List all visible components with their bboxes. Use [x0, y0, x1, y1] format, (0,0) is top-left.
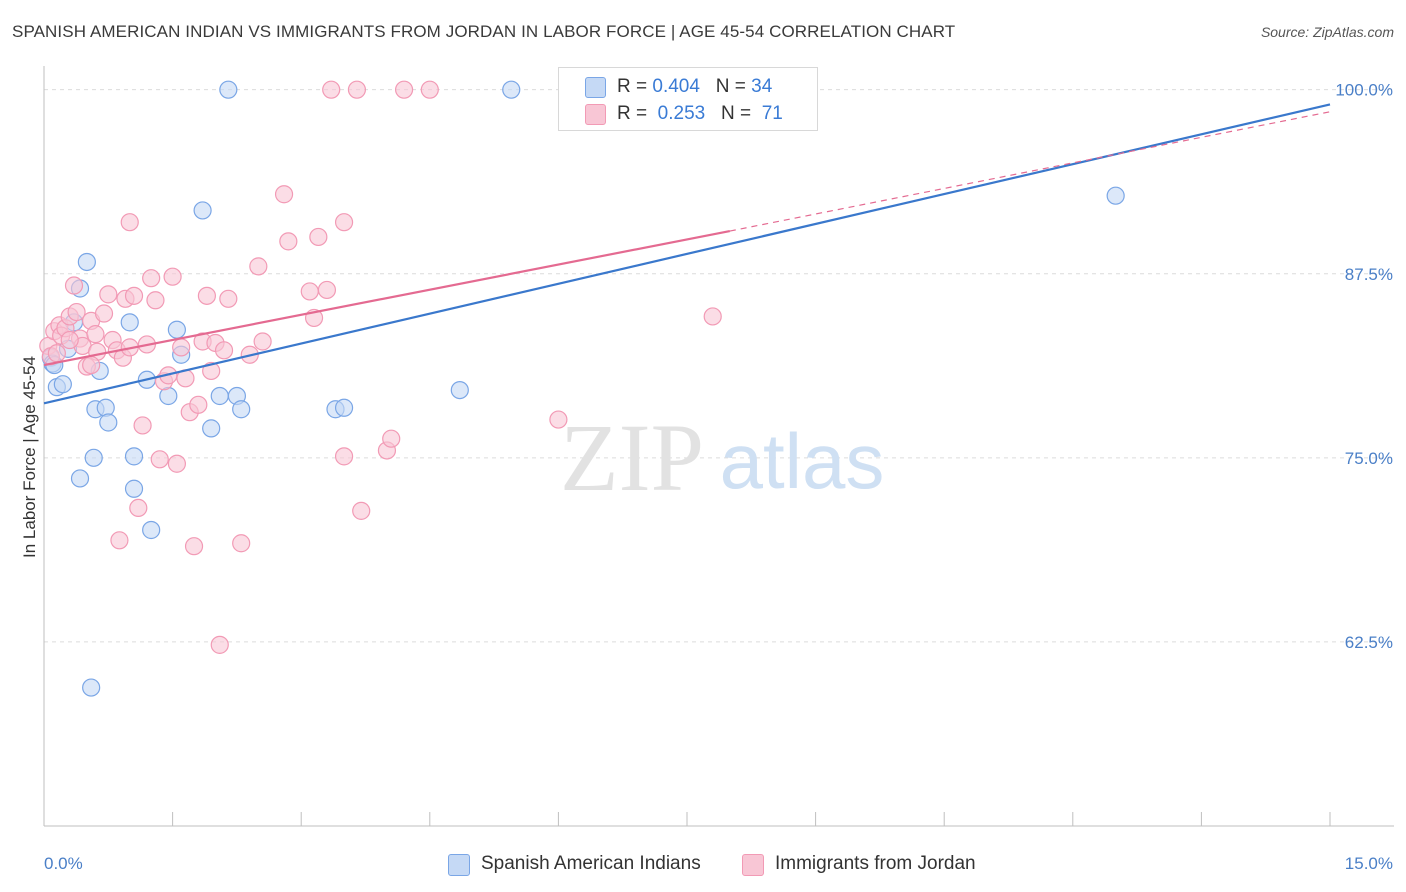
point-immigrants-from-jordan — [60, 330, 79, 350]
point-spanish-american-indians — [232, 400, 251, 419]
trend-line-extension-immigrants-from-jordan — [729, 111, 1331, 232]
point-spanish-american-indians — [77, 252, 96, 272]
point-immigrants-from-jordan — [82, 355, 101, 375]
point-immigrants-from-jordan — [202, 361, 221, 381]
point-immigrants-from-jordan — [382, 429, 401, 448]
point-immigrants-from-jordan — [86, 325, 105, 344]
point-immigrants-from-jordan — [163, 267, 182, 286]
watermark-zip: ZIP — [560, 404, 704, 511]
series-2-stats: R = 0.253 N = 71 — [617, 103, 783, 124]
point-immigrants-from-jordan — [253, 332, 272, 351]
x-tick-label: 15.0% — [1345, 854, 1393, 873]
point-immigrants-from-jordan — [64, 276, 84, 295]
point-spanish-american-indians — [99, 413, 118, 432]
point-immigrants-from-jordan — [110, 531, 129, 550]
series-2-swatch — [585, 104, 606, 125]
point-spanish-american-indians — [53, 375, 72, 394]
point-immigrants-from-jordan — [274, 185, 294, 204]
point-spanish-american-indians — [334, 398, 354, 417]
point-immigrants-from-jordan — [146, 291, 165, 310]
point-immigrants-from-jordan — [232, 534, 251, 553]
point-spanish-american-indians — [120, 313, 139, 332]
trend-line-immigrants-from-jordan — [43, 229, 731, 367]
x-tick-label: 0.0% — [44, 854, 83, 873]
point-immigrants-from-jordan — [703, 307, 722, 326]
point-immigrants-from-jordan — [300, 282, 319, 301]
trend-lines — [43, 103, 1331, 405]
series-1-r: 0.404 — [652, 76, 700, 97]
point-immigrants-from-jordan — [172, 338, 191, 357]
point-immigrants-from-jordan — [94, 304, 114, 323]
point-immigrants-from-jordan — [210, 635, 229, 654]
point-immigrants-from-jordan — [47, 344, 66, 363]
point-spanish-american-indians — [502, 80, 521, 99]
point-immigrants-from-jordan — [150, 450, 169, 469]
point-immigrants-from-jordan — [184, 537, 204, 556]
point-spanish-american-indians — [167, 320, 186, 339]
point-spanish-american-indians — [124, 479, 144, 498]
stats-legend: R = 0.404 N = 34 R = 0.253 N = 71 — [558, 67, 818, 131]
point-immigrants-from-jordan — [352, 501, 371, 520]
legend-swatch-pink — [742, 854, 764, 876]
point-immigrants-from-jordan — [67, 302, 86, 322]
point-immigrants-from-jordan — [99, 285, 118, 304]
point-immigrants-from-jordan — [347, 80, 367, 99]
series-1-swatch — [585, 77, 606, 98]
point-spanish-american-indians — [1106, 186, 1125, 205]
point-spanish-american-indians — [142, 520, 161, 540]
point-immigrants-from-jordan — [189, 395, 208, 414]
point-immigrants-from-jordan — [549, 410, 568, 429]
point-spanish-american-indians — [124, 447, 144, 466]
series-2-n: 71 — [761, 103, 783, 124]
legend-label-series-2: Immigrants from Jordan — [775, 853, 976, 874]
point-spanish-american-indians — [210, 386, 229, 406]
point-spanish-american-indians — [96, 398, 115, 417]
y-tick-label: 100.0% — [1335, 81, 1393, 100]
gridlines — [44, 89, 1394, 643]
trend-line-spanish-american-indians — [43, 103, 1331, 405]
point-immigrants-from-jordan — [133, 416, 152, 435]
watermark-atlas: atlas — [720, 417, 885, 505]
point-immigrants-from-jordan — [124, 286, 144, 305]
point-immigrants-from-jordan — [197, 286, 216, 305]
point-immigrants-from-jordan — [279, 232, 298, 251]
point-immigrants-from-jordan — [214, 341, 234, 360]
tick-labels: 100.0% 87.5% 75.0% 62.5% 0.0% 15.0% — [44, 81, 1393, 873]
point-immigrants-from-jordan — [142, 269, 161, 288]
y-tick-label: 87.5% — [1345, 265, 1393, 284]
point-immigrants-from-jordan — [249, 257, 268, 276]
point-immigrants-from-jordan — [420, 80, 439, 99]
axes — [43, 66, 1394, 827]
y-tick-label: 75.0% — [1345, 449, 1393, 468]
point-immigrants-from-jordan — [129, 498, 148, 518]
point-immigrants-from-jordan — [120, 213, 139, 232]
point-spanish-american-indians — [193, 201, 212, 220]
point-immigrants-from-jordan — [317, 280, 337, 300]
series-1-n: 34 — [751, 76, 773, 97]
point-spanish-american-indians — [70, 469, 90, 488]
series-1-stats: R = 0.404 N = 34 — [617, 76, 773, 97]
point-immigrants-from-jordan — [309, 227, 328, 247]
data-points — [39, 80, 1125, 697]
source-label: Source: ZipAtlas.com — [1260, 24, 1394, 40]
series-2-r: 0.253 — [657, 103, 706, 124]
point-spanish-american-indians — [450, 380, 469, 400]
legend-swatch-blue — [448, 854, 470, 876]
point-spanish-american-indians — [84, 448, 103, 467]
point-spanish-american-indians — [219, 80, 238, 99]
point-immigrants-from-jordan — [334, 213, 354, 232]
point-spanish-american-indians — [202, 419, 221, 438]
point-immigrants-from-jordan — [334, 447, 354, 466]
chart-title: SPANISH AMERICAN INDIAN VS IMMIGRANTS FR… — [12, 22, 956, 41]
point-immigrants-from-jordan — [322, 80, 341, 99]
y-tick-label: 62.5% — [1345, 633, 1393, 652]
legend-label-series-1: Spanish American Indians — [481, 853, 701, 874]
point-immigrants-from-jordan — [167, 454, 186, 473]
point-immigrants-from-jordan — [219, 289, 238, 308]
point-spanish-american-indians — [82, 678, 101, 697]
watermark: ZIP atlas — [560, 404, 884, 511]
point-immigrants-from-jordan — [394, 80, 414, 99]
